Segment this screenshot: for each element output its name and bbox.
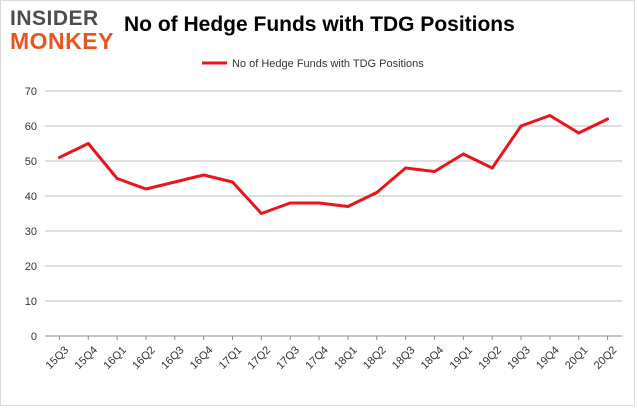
data-point: [461, 152, 465, 156]
x-axis-ticks: 15Q3 15Q4 16Q1 16Q2 16Q3 16Q4 17Q1 17Q2 17Q3 17Q4…: [44, 336, 620, 372]
data-point: [432, 170, 436, 173]
data-point: [115, 177, 119, 180]
data-point: [548, 114, 552, 117]
series-group: [57, 114, 610, 215]
data-point: [57, 156, 61, 159]
series-line: [58, 114, 609, 215]
chart-title: No of Hedge Funds with TDG Positions: [124, 13, 515, 36]
data-point: [231, 180, 235, 184]
data-point: [317, 201, 321, 205]
y-tick-label: 50: [25, 156, 37, 168]
x-tick-label: 20Q2: [592, 344, 620, 372]
data-point: [519, 124, 523, 128]
data-point: [404, 166, 408, 170]
x-tick-label: 17Q1: [217, 344, 245, 372]
y-tick-label: 40: [25, 191, 37, 203]
x-tick-label: 16Q3: [159, 344, 187, 372]
gridlines: [45, 90, 622, 337]
x-tick-label: 17Q4: [303, 344, 331, 372]
x-tick-label: 18Q2: [361, 344, 389, 372]
x-tick-label: 19Q4: [534, 344, 562, 372]
x-tick-label: 18Q4: [419, 344, 447, 372]
y-tick-label: 30: [25, 226, 37, 238]
x-tick-label: 19Q2: [476, 344, 504, 372]
data-point: [490, 166, 494, 170]
x-tick-label: 20Q1: [563, 344, 591, 372]
legend-label: No of Hedge Funds with TDG Positions: [232, 58, 424, 70]
y-tick-label: 70: [25, 86, 37, 98]
x-tick-label: 16Q4: [188, 344, 216, 372]
y-tick-label: 0: [31, 331, 37, 343]
x-tick-label: 17Q2: [246, 344, 274, 372]
data-point: [375, 191, 379, 194]
data-point: [606, 117, 610, 121]
logo-line-1: INSIDER: [10, 7, 99, 30]
x-tick-label: 18Q3: [390, 344, 418, 372]
logo-line-2: MONKEY: [10, 28, 114, 54]
y-tick-label: 10: [25, 296, 37, 308]
y-tick-label: 20: [25, 261, 37, 273]
data-point: [144, 187, 148, 191]
y-axis-ticks: 0 10 20 30 40 50 60 70: [25, 86, 37, 343]
x-tick-label: 19Q3: [505, 344, 533, 372]
data-point: [86, 142, 90, 145]
data-point: [259, 212, 263, 215]
x-tick-label: 19Q1: [448, 344, 476, 372]
x-tick-label: 15Q4: [73, 344, 101, 372]
x-tick-label: 16Q1: [101, 344, 129, 372]
insider-monkey-logo: INSIDER MONKEY: [10, 8, 122, 54]
legend: No of Hedge Funds with TDG Positions: [202, 58, 424, 70]
x-tick-label: 17Q3: [274, 344, 302, 372]
data-point: [577, 131, 581, 135]
x-tick-label: 16Q2: [130, 344, 158, 372]
x-tick-label: 18Q1: [332, 344, 360, 372]
data-point: [173, 180, 177, 184]
y-tick-label: 60: [25, 121, 37, 133]
x-tick-label: 15Q3: [44, 344, 72, 372]
data-point: [346, 205, 350, 208]
data-point: [202, 173, 206, 177]
data-point: [288, 201, 292, 205]
